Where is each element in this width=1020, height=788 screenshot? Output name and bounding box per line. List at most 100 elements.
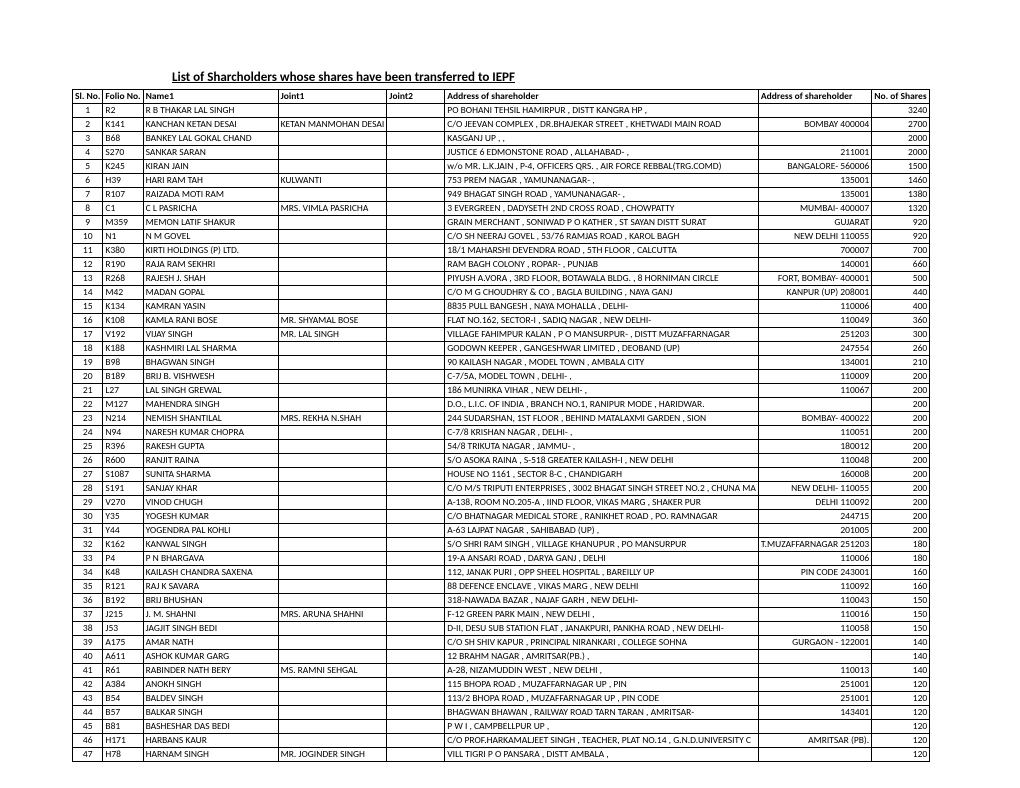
- cell-j1: [278, 230, 387, 244]
- cell-j2: [387, 440, 445, 454]
- table-row: 3B68BANKEY LAL GOKAL CHANDKASGANJ UP , ,…: [73, 132, 930, 146]
- cell-j2: [387, 468, 445, 482]
- cell-sl: 11: [73, 244, 103, 258]
- cell-j2: [387, 720, 445, 734]
- cell-shares: 400: [872, 300, 930, 314]
- cell-shares: 200: [872, 524, 930, 538]
- cell-name: ANOKH SINGH: [143, 678, 278, 692]
- cell-j2: [387, 622, 445, 636]
- cell-addr: 186 MUNIRKA VIHAR , NEW DELHI- ,: [445, 384, 759, 398]
- cell-j1: KULWANTI: [278, 174, 387, 188]
- cell-folio: K48: [103, 566, 143, 580]
- cell-addr2: [758, 104, 871, 118]
- cell-folio: B57: [103, 706, 143, 720]
- cell-j2: [387, 202, 445, 216]
- cell-j2: [387, 664, 445, 678]
- cell-j1: [278, 650, 387, 664]
- cell-addr2: 140001: [758, 258, 871, 272]
- col-addr2: Address of shareholder: [758, 90, 871, 104]
- cell-addr2: GUJARAT: [758, 216, 871, 230]
- table-row: 35R121RAJ K SAVARA88 DEFENCE ENCLAVE , V…: [73, 580, 930, 594]
- cell-addr2: 110006: [758, 552, 871, 566]
- cell-j2: [387, 342, 445, 356]
- cell-name: P N BHARGAVA: [143, 552, 278, 566]
- cell-folio: B54: [103, 692, 143, 706]
- cell-sl: 7: [73, 188, 103, 202]
- cell-j2: [387, 608, 445, 622]
- cell-name: ASHOK KUMAR GARG: [143, 650, 278, 664]
- cell-name: NARESH KUMAR CHOPRA: [143, 426, 278, 440]
- cell-name: BANKEY LAL GOKAL CHAND: [143, 132, 278, 146]
- cell-shares: 1320: [872, 202, 930, 216]
- cell-folio: R2: [103, 104, 143, 118]
- table-row: 43B54BALDEV SINGH113/2 BHOPA ROAD , MUZA…: [73, 692, 930, 706]
- cell-sl: 40: [73, 650, 103, 664]
- cell-j1: [278, 594, 387, 608]
- cell-addr: 12 BRAHM NAGAR , AMRITSAR(PB.) ,: [445, 650, 759, 664]
- cell-folio: B81: [103, 720, 143, 734]
- cell-j1: [278, 272, 387, 286]
- cell-addr2: 135001: [758, 174, 871, 188]
- cell-name: KAILASH CHANDRA SAXENA: [143, 566, 278, 580]
- cell-addr: GRAIN MERCHANT , SONIWAD P O KATHER , ST…: [445, 216, 759, 230]
- cell-sl: 31: [73, 524, 103, 538]
- table-row: 6H39HARI RAM TAHKULWANTI753 PREM NAGAR ,…: [73, 174, 930, 188]
- cell-j1: [278, 398, 387, 412]
- cell-j1: MR. LAL SINGH: [278, 328, 387, 342]
- cell-name: YOGENDRA PAL KOHLI: [143, 524, 278, 538]
- cell-j1: MR. SHYAMAL BOSE: [278, 314, 387, 328]
- cell-j2: [387, 678, 445, 692]
- cell-addr2: 110049: [758, 314, 871, 328]
- table-row: 41R61RABINDER NATH BERYMS. RAMNI SEHGALA…: [73, 664, 930, 678]
- cell-sl: 24: [73, 426, 103, 440]
- cell-j2: [387, 244, 445, 258]
- cell-name: BRIJ B. VISHWESH: [143, 370, 278, 384]
- cell-folio: S270: [103, 146, 143, 160]
- cell-addr: 3 EVERGREEN , DADYSETH 2ND CROSS ROAD , …: [445, 202, 759, 216]
- cell-name: RAIZADA MOTI RAM: [143, 188, 278, 202]
- cell-name: C L PASRICHA: [143, 202, 278, 216]
- cell-addr2: 110016: [758, 608, 871, 622]
- cell-addr2: 143401: [758, 706, 871, 720]
- cell-shares: 660: [872, 258, 930, 272]
- cell-folio: K108: [103, 314, 143, 328]
- cell-shares: 140: [872, 636, 930, 650]
- cell-shares: 200: [872, 510, 930, 524]
- cell-j1: [278, 216, 387, 230]
- cell-sl: 14: [73, 286, 103, 300]
- cell-name: HARBANS KAUR: [143, 734, 278, 748]
- cell-folio: B192: [103, 594, 143, 608]
- cell-shares: 260: [872, 342, 930, 356]
- cell-j1: [278, 188, 387, 202]
- col-joint1: Joint1: [278, 90, 387, 104]
- cell-j1: [278, 552, 387, 566]
- col-joint2: Joint2: [387, 90, 445, 104]
- cell-j1: [278, 622, 387, 636]
- table-row: 37J215J. M. SHAHNIMRS. ARUNA SHAHNIF-12 …: [73, 608, 930, 622]
- cell-j2: [387, 538, 445, 552]
- cell-addr: RAM BAGH COLONY , ROPAR- , PUNJAB: [445, 258, 759, 272]
- cell-sl: 22: [73, 398, 103, 412]
- cell-shares: 920: [872, 216, 930, 230]
- cell-shares: 920: [872, 230, 930, 244]
- cell-name: SANKAR SARAN: [143, 146, 278, 160]
- cell-addr2: 110058: [758, 622, 871, 636]
- table-row: 31Y44YOGENDRA PAL KOHLIA-63 LAJPAT NAGAR…: [73, 524, 930, 538]
- cell-sl: 28: [73, 482, 103, 496]
- cell-folio: A384: [103, 678, 143, 692]
- cell-addr2: KANPUR (UP) 208001: [758, 286, 871, 300]
- table-row: 38J53JAGJIT SINGH BEDID-II, DESU SUB STA…: [73, 622, 930, 636]
- cell-addr2: [758, 720, 871, 734]
- cell-j2: [387, 594, 445, 608]
- cell-j2: [387, 692, 445, 706]
- cell-j1: [278, 566, 387, 580]
- cell-j1: [278, 146, 387, 160]
- table-row: 7R107RAIZADA MOTI RAM949 BHAGAT SINGH RO…: [73, 188, 930, 202]
- table-row: 46H171HARBANS KAURC/O PROF.HARKAMALJEET …: [73, 734, 930, 748]
- cell-sl: 26: [73, 454, 103, 468]
- cell-j1: KETAN MANMOHAN DESAI: [278, 118, 387, 132]
- cell-j1: [278, 580, 387, 594]
- cell-addr: BHAGWAN BHAWAN , RAILWAY ROAD TARN TARAN…: [445, 706, 759, 720]
- cell-addr2: 110013: [758, 664, 871, 678]
- cell-j1: [278, 300, 387, 314]
